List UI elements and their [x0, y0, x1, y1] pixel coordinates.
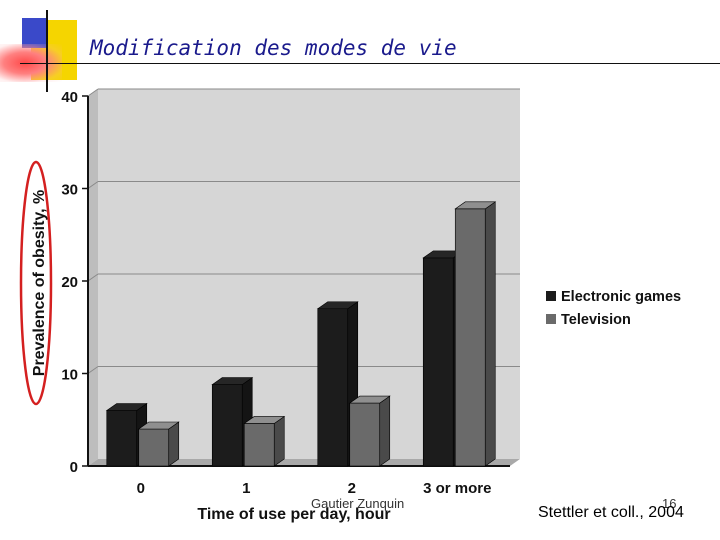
bar-front: [349, 402, 381, 467]
y-tick-label: 10: [61, 367, 78, 384]
bar-front: [454, 208, 486, 467]
bar-side: [273, 415, 285, 467]
legend-label: Television: [561, 312, 631, 328]
corner-horizontal-line: [20, 63, 720, 64]
corner-blue-square: [22, 18, 48, 48]
x-tick-label: 3 or more: [423, 480, 491, 497]
y-axis-title: Prevalence of obesity, %: [31, 190, 48, 376]
gridline-side: [87, 88, 99, 97]
bar-side: [484, 201, 496, 467]
bar-front: [422, 257, 454, 467]
bar-marks: [105, 201, 497, 467]
bar-top: [137, 421, 180, 430]
bar-side: [379, 395, 391, 467]
bar-top: [211, 377, 254, 385]
gridline-side: [87, 181, 99, 189]
bar-top: [243, 416, 286, 424]
bar-television: [348, 395, 391, 467]
y-tick-label: 0: [70, 459, 78, 476]
axis-labels: 0 10 20 30 40 0 1 2 3 or more Time of use per day…: [19, 89, 491, 523]
gridline-side: [87, 273, 99, 282]
y-tick-label: 40: [61, 89, 78, 106]
footer-page-number: 16: [662, 496, 677, 511]
footer-author: Gautier Zunquin: [311, 496, 405, 511]
slide-title: Modification des modes de vie: [90, 36, 457, 60]
y-tick-label: 30: [61, 182, 78, 199]
x-tick-label: 0: [137, 480, 145, 497]
plot-floor: [88, 459, 520, 466]
gridline-side: [87, 366, 99, 374]
footer-citation: Stettler et coll., 2004: [538, 504, 684, 521]
bar-top: [454, 201, 497, 210]
bar-front: [106, 410, 138, 467]
x-axis-title: Time of use per day, hour: [197, 506, 390, 523]
bar-front: [138, 428, 170, 467]
chart-legend: Electronic games Television: [546, 289, 681, 328]
legend-swatch: [546, 314, 556, 324]
bar-television: [137, 421, 180, 467]
corner-vertical-line: [46, 10, 48, 92]
x-tick-label: 2: [348, 480, 356, 497]
bar-front: [211, 384, 243, 467]
legend-label: Electronic games: [561, 289, 681, 305]
legend-swatch: [546, 291, 556, 301]
y-tick-label: 20: [61, 274, 78, 291]
bar-front: [317, 308, 349, 467]
bar-front: [243, 423, 275, 467]
x-tick-label: 1: [242, 480, 250, 497]
bar-television: [243, 415, 286, 467]
bar-top: [316, 301, 359, 310]
bar-television: [454, 201, 497, 467]
bar-top: [105, 403, 148, 411]
y-title-highlight-ellipse: [19, 160, 53, 406]
bar-top: [348, 395, 391, 404]
bar-side: [168, 421, 180, 467]
